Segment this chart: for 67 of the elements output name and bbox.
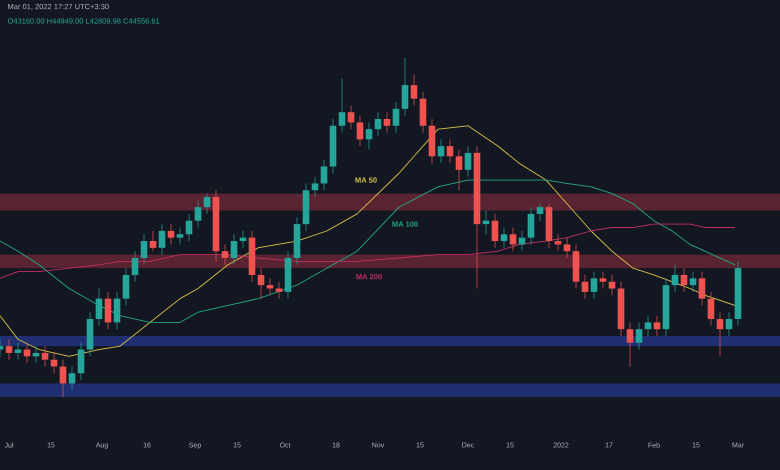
candlestick xyxy=(50,352,58,374)
candlestick xyxy=(186,214,192,242)
candlestick xyxy=(42,346,48,367)
candlestick xyxy=(600,271,606,289)
candlestick xyxy=(276,281,282,300)
candlestick xyxy=(266,278,274,296)
candlestick xyxy=(402,58,408,116)
candlestick xyxy=(240,230,246,248)
candlestick xyxy=(636,322,642,350)
candlestick xyxy=(482,210,490,235)
candlestick xyxy=(6,339,12,360)
candlestick xyxy=(492,214,498,248)
candlestick xyxy=(204,193,210,214)
candlestick xyxy=(32,346,40,364)
candlestick xyxy=(456,149,462,191)
candlestick xyxy=(672,264,678,292)
candlestick xyxy=(536,203,544,222)
candlestick xyxy=(446,139,454,164)
candlestick xyxy=(122,268,130,306)
candlestick xyxy=(96,288,102,326)
candlestick xyxy=(320,159,328,191)
candlestick xyxy=(464,146,472,177)
candlestick xyxy=(690,271,696,292)
candlestick xyxy=(708,292,714,326)
candlestick xyxy=(582,274,588,300)
candlestick xyxy=(366,122,372,150)
candlestick xyxy=(348,105,354,130)
candlestick xyxy=(680,268,688,292)
candlestick xyxy=(410,74,418,106)
candlestick xyxy=(438,139,444,164)
candlestick xyxy=(312,176,318,198)
candlestick xyxy=(554,234,562,252)
candlestick xyxy=(230,234,238,266)
candlestick xyxy=(384,112,390,133)
candlestick xyxy=(140,234,148,266)
candlestick xyxy=(608,274,616,296)
candlestick xyxy=(68,366,76,391)
candlestick xyxy=(518,230,526,252)
candlestick xyxy=(528,206,534,245)
candlestick xyxy=(590,271,598,300)
candlestick xyxy=(356,115,364,146)
candlestick xyxy=(158,224,166,255)
candlestick xyxy=(654,315,660,336)
candlestick xyxy=(392,102,400,133)
candlestick xyxy=(132,250,138,282)
candlestick xyxy=(222,244,228,266)
candlestick xyxy=(176,227,184,245)
candlestick xyxy=(338,78,346,133)
candlestick xyxy=(716,312,724,357)
candlestick xyxy=(168,224,174,245)
candlestick xyxy=(726,312,732,336)
candlestick xyxy=(698,271,706,306)
candlestick xyxy=(24,342,30,364)
candlestick xyxy=(14,342,22,360)
candlestick xyxy=(104,292,112,330)
candlestick xyxy=(78,342,84,380)
candlestick xyxy=(500,227,508,248)
candlestick xyxy=(564,237,570,258)
candlestick xyxy=(258,268,264,300)
candlestick xyxy=(626,322,634,367)
candlestick xyxy=(374,112,382,136)
candlestick xyxy=(114,292,120,330)
candlestick xyxy=(510,227,516,252)
candlestick xyxy=(60,359,66,398)
candlestick xyxy=(194,200,202,228)
candlestick xyxy=(644,315,652,336)
candlestick xyxy=(150,230,156,252)
